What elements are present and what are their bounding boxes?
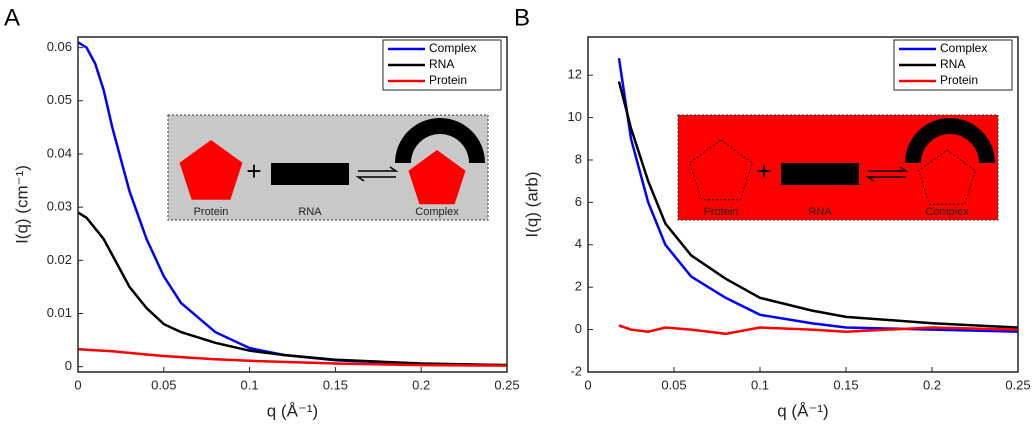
x-tick-label: 0: [584, 377, 591, 392]
panel-label: A: [4, 4, 20, 31]
y-tick-label: 4: [575, 236, 582, 251]
y-axis-label: I(q) (cm⁻¹): [12, 165, 31, 244]
x-tick-label: 0.2: [412, 377, 430, 392]
y-tick-label: -2: [570, 363, 582, 378]
x-tick-label: 0.05: [661, 377, 686, 392]
axes-frame: [77, 36, 508, 373]
y-tick-label: 6: [575, 194, 582, 209]
legend-label: RNA: [940, 57, 965, 71]
series-line: [617, 81, 1019, 329]
inset-label: Complex: [415, 206, 459, 218]
series-line: [77, 211, 508, 367]
y-tick-label: 0.03: [47, 199, 72, 214]
x-tick-label: 0: [74, 377, 81, 392]
legend-label: Protein: [429, 73, 467, 87]
protein-shape: [179, 140, 243, 200]
complex-rna: [905, 118, 995, 163]
y-tick-label: 10: [568, 109, 582, 124]
series-line: [617, 58, 1019, 333]
x-tick-label: 0.25: [1005, 377, 1030, 392]
series-line: [77, 347, 508, 367]
y-tick-label: 0.04: [47, 145, 72, 160]
x-tick-label: 0.2: [923, 377, 941, 392]
series-line: [618, 324, 1019, 336]
legend-label: Complex: [429, 41, 476, 55]
y-tick-label: 0.06: [47, 39, 72, 54]
equilibrium-arrows: [865, 166, 909, 182]
x-axis-label: q (Å⁻¹): [777, 401, 828, 420]
complex-protein: [917, 149, 977, 205]
rna-shape: [271, 163, 349, 185]
legend-label: Complex: [940, 41, 987, 55]
inset-label: Protein: [704, 206, 739, 218]
y-tick-label: 8: [575, 151, 582, 166]
complex-protein: [408, 150, 466, 205]
y-tick-label: 0: [65, 358, 72, 373]
x-axis-label: q (Å⁻¹): [267, 401, 318, 420]
plus: +: [756, 156, 771, 186]
x-tick-label: 0.25: [494, 377, 519, 392]
equilibrium-arrows: [355, 166, 399, 182]
y-tick-label: 0.05: [47, 92, 72, 107]
x-tick-label: 0.1: [241, 377, 259, 392]
x-tick-label: 0.1: [751, 377, 769, 392]
x-tick-label: 0.05: [151, 377, 176, 392]
y-tick-label: 2: [575, 279, 582, 294]
inset-label: Protein: [194, 206, 229, 218]
y-axis-label: I(q) (arb): [522, 171, 541, 237]
protein-shape: [689, 139, 753, 201]
y-tick-label: 0.02: [47, 252, 72, 267]
y-tick-label: 0.01: [47, 305, 72, 320]
legend-label: Protein: [940, 73, 978, 87]
rna-shape: [781, 163, 859, 185]
x-tick-label: 0.15: [833, 377, 858, 392]
y-tick-label: 0: [575, 321, 582, 336]
legend-label: RNA: [429, 57, 454, 71]
inset-label: RNA: [808, 206, 832, 218]
inset-label: Complex: [925, 206, 969, 218]
complex-rna: [395, 118, 485, 163]
panel-label: B: [514, 4, 530, 31]
axes-frame: [587, 36, 1019, 373]
inset-label: RNA: [298, 206, 322, 218]
y-tick-label: 12: [568, 67, 582, 82]
x-tick-label: 0.15: [323, 377, 348, 392]
plus: +: [246, 156, 261, 186]
